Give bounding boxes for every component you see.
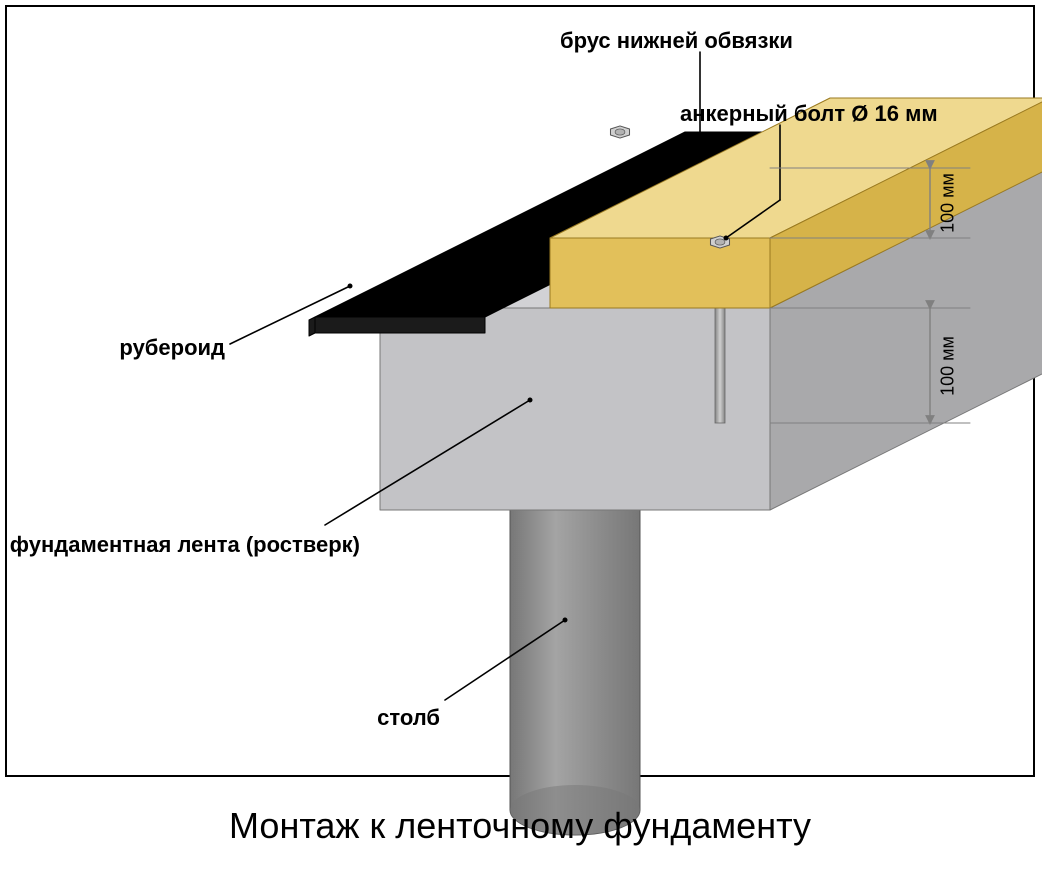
dim-bolt-embed: 100 мм <box>938 336 959 396</box>
label-bolt: анкерный болт Ø 16 мм <box>680 101 938 127</box>
foundation-diagram <box>0 0 1042 877</box>
diagram-caption: Монтаж к ленточному фундаменту <box>229 805 811 847</box>
label-pillar: столб <box>377 705 440 731</box>
label-grillage: фундаментная лента (ростверк) <box>10 532 360 558</box>
label-roofing: рубероид <box>119 335 225 361</box>
label-beam: брус нижней обвязки <box>560 28 793 54</box>
dim-beam-height: 100 мм <box>938 173 959 233</box>
